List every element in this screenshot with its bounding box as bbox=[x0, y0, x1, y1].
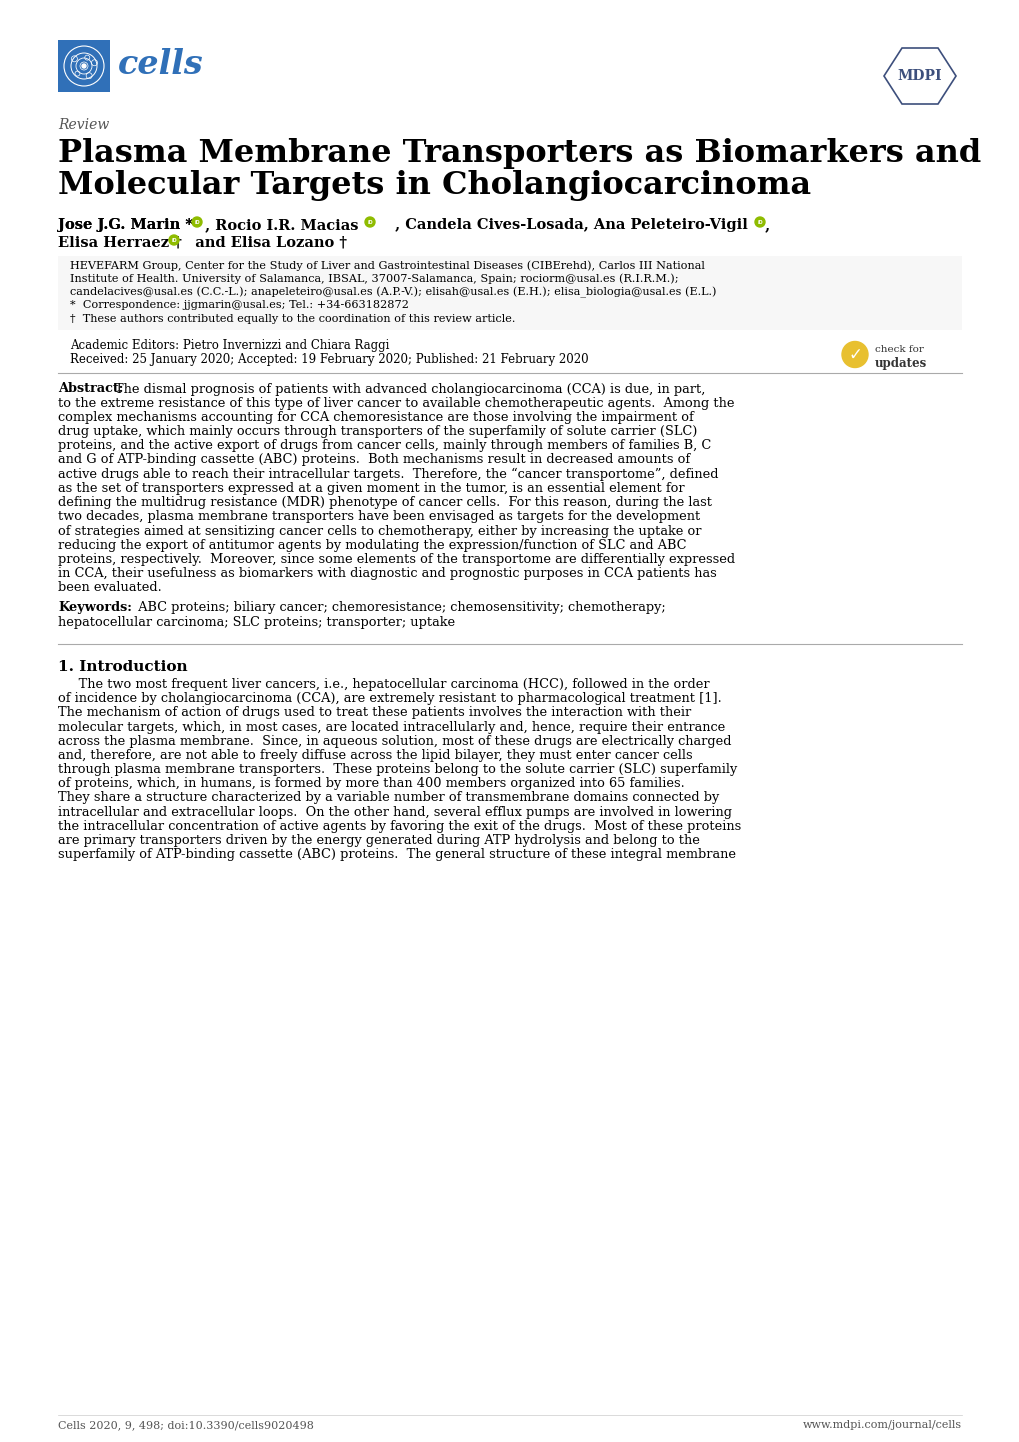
Text: candelacives@usal.es (C.C.-L.); anapeleteiro@usal.es (A.P.-V.); elisah@usal.es (: candelacives@usal.es (C.C.-L.); anapelet… bbox=[70, 287, 715, 298]
Text: The dismal prognosis of patients with advanced cholangiocarcinoma (CCA) is due, : The dismal prognosis of patients with ad… bbox=[115, 382, 705, 395]
Circle shape bbox=[841, 342, 867, 368]
Text: been evaluated.: been evaluated. bbox=[58, 581, 162, 594]
Text: iD: iD bbox=[756, 219, 762, 225]
Text: , Rocio I.R. Macias: , Rocio I.R. Macias bbox=[200, 218, 358, 232]
Text: are primary transporters driven by the energy generated during ATP hydrolysis an: are primary transporters driven by the e… bbox=[58, 833, 699, 846]
Text: of strategies aimed at sensitizing cancer cells to chemotherapy, either by incre: of strategies aimed at sensitizing cance… bbox=[58, 525, 701, 538]
Text: across the plasma membrane.  Since, in aqueous solution, most of these drugs are: across the plasma membrane. Since, in aq… bbox=[58, 735, 731, 748]
Text: iD: iD bbox=[367, 219, 373, 225]
Text: molecular targets, which, in most cases, are located intracellularly and, hence,: molecular targets, which, in most cases,… bbox=[58, 721, 725, 734]
Text: Jose J.G. Marin *: Jose J.G. Marin * bbox=[58, 218, 193, 232]
Text: in CCA, their usefulness as biomarkers with diagnostic and prognostic purposes i: in CCA, their usefulness as biomarkers w… bbox=[58, 567, 716, 580]
Text: of incidence by cholangiocarcinoma (CCA), are extremely resistant to pharmacolog: of incidence by cholangiocarcinoma (CCA)… bbox=[58, 692, 721, 705]
Text: through plasma membrane transporters.  These proteins belong to the solute carri: through plasma membrane transporters. Th… bbox=[58, 763, 737, 776]
Text: Molecular Targets in Cholangiocarcinoma: Molecular Targets in Cholangiocarcinoma bbox=[58, 170, 810, 200]
Text: drug uptake, which mainly occurs through transporters of the superfamily of solu: drug uptake, which mainly occurs through… bbox=[58, 425, 697, 438]
Text: Received: 25 January 2020; Accepted: 19 February 2020; Published: 21 February 20: Received: 25 January 2020; Accepted: 19 … bbox=[70, 353, 588, 366]
Text: *  Correspondence: jjgmarin@usal.es; Tel.: +34-663182872: * Correspondence: jjgmarin@usal.es; Tel.… bbox=[70, 300, 409, 310]
Text: complex mechanisms accounting for CCA chemoresistance are those involving the im: complex mechanisms accounting for CCA ch… bbox=[58, 411, 693, 424]
Text: The mechanism of action of drugs used to treat these patients involves the inter: The mechanism of action of drugs used to… bbox=[58, 707, 691, 720]
Text: Institute of Health. University of Salamanca, IBSAL, 37007-Salamanca, Spain; roc: Institute of Health. University of Salam… bbox=[70, 274, 678, 284]
Text: MDPI: MDPI bbox=[897, 69, 942, 84]
Text: iD: iD bbox=[194, 219, 200, 225]
Text: updates: updates bbox=[874, 356, 926, 369]
Text: defining the multidrug resistance (MDR) phenotype of cancer cells.  For this rea: defining the multidrug resistance (MDR) … bbox=[58, 496, 711, 509]
Text: intracellular and extracellular loops.  On the other hand, several efflux pumps : intracellular and extracellular loops. O… bbox=[58, 806, 732, 819]
Text: the intracellular concentration of active agents by favoring the exit of the dru: the intracellular concentration of activ… bbox=[58, 820, 741, 833]
Text: superfamily of ATP-binding cassette (ABC) proteins.  The general structure of th: superfamily of ATP-binding cassette (ABC… bbox=[58, 848, 736, 861]
Text: two decades, plasma membrane transporters have been envisaged as targets for the: two decades, plasma membrane transporter… bbox=[58, 510, 700, 523]
Text: Academic Editors: Pietro Invernizzi and Chiara Raggi: Academic Editors: Pietro Invernizzi and … bbox=[70, 339, 389, 352]
Text: †  These authors contributed equally to the coordination of this review article.: † These authors contributed equally to t… bbox=[70, 314, 515, 324]
Text: of proteins, which, in humans, is formed by more than 400 members organized into: of proteins, which, in humans, is formed… bbox=[58, 777, 684, 790]
Circle shape bbox=[754, 216, 764, 226]
Text: check for: check for bbox=[874, 346, 923, 355]
Text: hepatocellular carcinoma; SLC proteins; transporter; uptake: hepatocellular carcinoma; SLC proteins; … bbox=[58, 616, 454, 629]
Text: ✓: ✓ bbox=[847, 346, 861, 363]
Text: HEVEFARM Group, Center for the Study of Liver and Gastrointestinal Diseases (CIB: HEVEFARM Group, Center for the Study of … bbox=[70, 260, 704, 271]
Text: Plasma Membrane Transporters as Biomarkers and: Plasma Membrane Transporters as Biomarke… bbox=[58, 138, 980, 169]
Circle shape bbox=[365, 216, 375, 226]
Text: Keywords:: Keywords: bbox=[58, 601, 131, 614]
Text: reducing the export of antitumor agents by modulating the expression/function of: reducing the export of antitumor agents … bbox=[58, 539, 686, 552]
Text: 1. Introduction: 1. Introduction bbox=[58, 660, 187, 673]
Text: Cells 2020, 9, 498; doi:10.3390/cells9020498: Cells 2020, 9, 498; doi:10.3390/cells902… bbox=[58, 1420, 314, 1430]
Text: to the extreme resistance of this type of liver cancer to available chemotherape: to the extreme resistance of this type o… bbox=[58, 397, 734, 410]
Text: cells: cells bbox=[118, 48, 204, 81]
Text: They share a structure characterized by a variable number of transmembrane domai: They share a structure characterized by … bbox=[58, 792, 718, 805]
Circle shape bbox=[82, 63, 86, 68]
Text: Review: Review bbox=[58, 118, 109, 133]
Text: proteins, respectively.  Moreover, since some elements of the transportome are d: proteins, respectively. Moreover, since … bbox=[58, 552, 735, 565]
Text: and Elisa Lozano †: and Elisa Lozano † bbox=[184, 236, 346, 249]
Text: iD: iD bbox=[171, 238, 176, 242]
Text: Jose J.G. Marin *: Jose J.G. Marin * bbox=[58, 218, 193, 232]
Text: The two most frequent liver cancers, i.e., hepatocellular carcinoma (HCC), follo: The two most frequent liver cancers, i.e… bbox=[58, 678, 709, 691]
Text: Abstract:: Abstract: bbox=[58, 382, 123, 395]
Text: proteins, and the active export of drugs from cancer cells, mainly through membe: proteins, and the active export of drugs… bbox=[58, 440, 710, 453]
Text: , Candela Cives-Losada, Ana Peleteiro-Vigil: , Candela Cives-Losada, Ana Peleteiro-Vi… bbox=[389, 218, 747, 232]
Text: Elisa Herraez †: Elisa Herraez † bbox=[58, 236, 181, 249]
Text: as the set of transporters expressed at a given moment in the tumor, is an essen: as the set of transporters expressed at … bbox=[58, 482, 684, 495]
Text: active drugs able to reach their intracellular targets.  Therefore, the “cancer : active drugs able to reach their intrace… bbox=[58, 467, 717, 482]
FancyBboxPatch shape bbox=[58, 257, 961, 330]
Text: www.mdpi.com/journal/cells: www.mdpi.com/journal/cells bbox=[802, 1420, 961, 1430]
Text: ,: , bbox=[759, 218, 769, 232]
FancyBboxPatch shape bbox=[58, 40, 110, 92]
Text: and, therefore, are not able to freely diffuse across the lipid bilayer, they mu: and, therefore, are not able to freely d… bbox=[58, 748, 692, 761]
Circle shape bbox=[192, 216, 202, 226]
Circle shape bbox=[169, 235, 178, 245]
Text: ABC proteins; biliary cancer; chemoresistance; chemosensitivity; chemotherapy;: ABC proteins; biliary cancer; chemoresis… bbox=[129, 601, 665, 614]
Text: and G of ATP-binding cassette (ABC) proteins.  Both mechanisms result in decreas: and G of ATP-binding cassette (ABC) prot… bbox=[58, 453, 690, 467]
